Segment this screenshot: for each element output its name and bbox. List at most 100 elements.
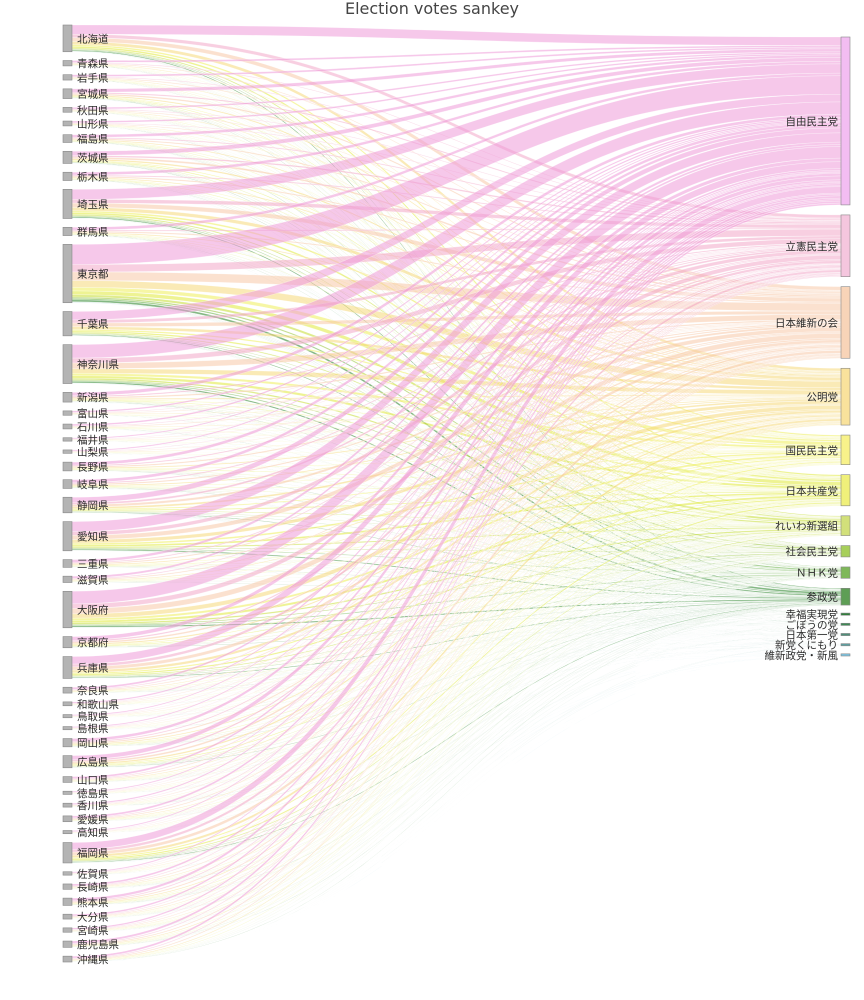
target-node[interactable]	[840, 622, 851, 626]
target-node-label: 参政党	[807, 591, 839, 604]
target-node[interactable]	[840, 367, 851, 426]
source-node[interactable]	[62, 189, 73, 219]
target-node-label: 立憲民主党	[786, 240, 839, 253]
source-node[interactable]	[62, 88, 73, 99]
source-node[interactable]	[62, 120, 73, 127]
source-node-label: 熊本県	[77, 896, 109, 909]
source-node[interactable]	[62, 790, 73, 795]
source-node[interactable]	[62, 107, 73, 113]
target-node[interactable]	[840, 434, 851, 465]
source-node-label: 愛媛県	[77, 813, 109, 826]
source-node[interactable]	[62, 575, 73, 583]
source-node-label: 兵庫県	[77, 661, 109, 674]
source-node[interactable]	[62, 311, 73, 337]
source-node[interactable]	[62, 244, 73, 304]
source-node[interactable]	[62, 590, 73, 629]
target-node[interactable]	[840, 612, 851, 616]
source-node-label: 秋田県	[77, 104, 109, 117]
source-node-label: 徳島県	[77, 787, 109, 800]
source-node-label: 香川県	[77, 800, 109, 812]
sankey-link[interactable]	[71, 645, 842, 963]
source-node[interactable]	[62, 150, 73, 164]
target-node[interactable]	[840, 566, 851, 579]
source-node[interactable]	[62, 897, 73, 906]
source-node-label: 佐賀県	[77, 867, 109, 880]
source-node[interactable]	[62, 883, 73, 890]
source-node-label: 長崎県	[77, 881, 109, 894]
source-node[interactable]	[62, 738, 73, 748]
source-node[interactable]	[62, 955, 73, 963]
source-node-label: 静岡県	[77, 499, 109, 512]
target-node-label: れいわ新選組	[775, 520, 838, 533]
source-node[interactable]	[62, 714, 73, 719]
source-node[interactable]	[62, 701, 73, 707]
target-node-label: 社会民主党	[786, 545, 839, 558]
source-node[interactable]	[62, 726, 73, 731]
target-node-label: 日本共産党	[786, 484, 839, 497]
source-node-label: 北海道	[77, 32, 109, 45]
source-node[interactable]	[62, 461, 73, 472]
source-node[interactable]	[62, 449, 73, 454]
source-node[interactable]	[62, 815, 73, 823]
source-node[interactable]	[62, 392, 73, 403]
source-node[interactable]	[62, 656, 73, 679]
target-node[interactable]	[840, 545, 851, 558]
source-node[interactable]	[62, 842, 73, 864]
target-node[interactable]	[840, 587, 851, 606]
source-node[interactable]	[62, 521, 73, 552]
source-node-label: 高知県	[77, 826, 109, 839]
source-node[interactable]	[62, 871, 73, 876]
sankey-link[interactable]	[71, 635, 842, 933]
source-node-label: 千葉県	[77, 318, 109, 331]
target-node[interactable]	[840, 286, 851, 359]
sankey-link[interactable]	[71, 645, 842, 768]
target-node-label: ごぼうの党	[786, 618, 839, 631]
source-node[interactable]	[62, 226, 73, 236]
source-node[interactable]	[62, 344, 73, 384]
source-node[interactable]	[62, 636, 73, 649]
source-node-label: 奈良県	[77, 684, 109, 697]
source-node[interactable]	[62, 686, 73, 694]
source-node[interactable]	[62, 24, 73, 53]
source-node[interactable]	[62, 496, 73, 514]
labels-layer: 北海道青森県岩手県宮城県秋田県山形県福島県茨城県栃木県埼玉県群馬県東京都千葉県神…	[77, 32, 838, 966]
source-node[interactable]	[62, 74, 73, 81]
source-node[interactable]	[62, 410, 73, 416]
source-node-label: 東京都	[77, 268, 109, 281]
source-node-label: 栃木県	[77, 170, 109, 183]
target-node[interactable]	[840, 515, 851, 536]
nodes-layer	[62, 24, 851, 963]
source-node[interactable]	[62, 423, 73, 430]
source-node[interactable]	[62, 60, 73, 67]
target-node[interactable]	[840, 214, 851, 277]
target-node-label: 公明党	[807, 391, 839, 404]
source-node[interactable]	[62, 927, 73, 933]
source-node-label: 富山県	[77, 407, 109, 420]
source-node-label: 広島県	[77, 756, 109, 769]
source-node[interactable]	[62, 830, 73, 835]
target-node[interactable]	[840, 36, 851, 206]
source-node-label: 岐阜県	[77, 478, 109, 491]
source-node-label: 三重県	[77, 557, 109, 570]
source-node-label: 埼玉県	[77, 198, 109, 211]
source-node-label: 岩手県	[77, 71, 109, 84]
source-node[interactable]	[62, 134, 73, 143]
target-node[interactable]	[840, 474, 851, 507]
target-node-label: 国民民主党	[786, 444, 839, 457]
target-node[interactable]	[840, 633, 851, 636]
source-node[interactable]	[62, 559, 73, 568]
source-node[interactable]	[62, 940, 73, 948]
source-node[interactable]	[62, 479, 73, 489]
source-node-label: 群馬県	[77, 225, 109, 238]
source-node[interactable]	[62, 171, 73, 181]
target-node[interactable]	[840, 653, 851, 657]
target-node[interactable]	[840, 643, 851, 647]
source-node-label: 茨城県	[77, 151, 109, 164]
source-node[interactable]	[62, 913, 73, 920]
source-node[interactable]	[62, 437, 73, 442]
source-node-label: 愛知県	[77, 530, 109, 543]
source-node[interactable]	[62, 776, 73, 783]
source-node[interactable]	[62, 802, 73, 808]
source-node[interactable]	[62, 755, 73, 769]
